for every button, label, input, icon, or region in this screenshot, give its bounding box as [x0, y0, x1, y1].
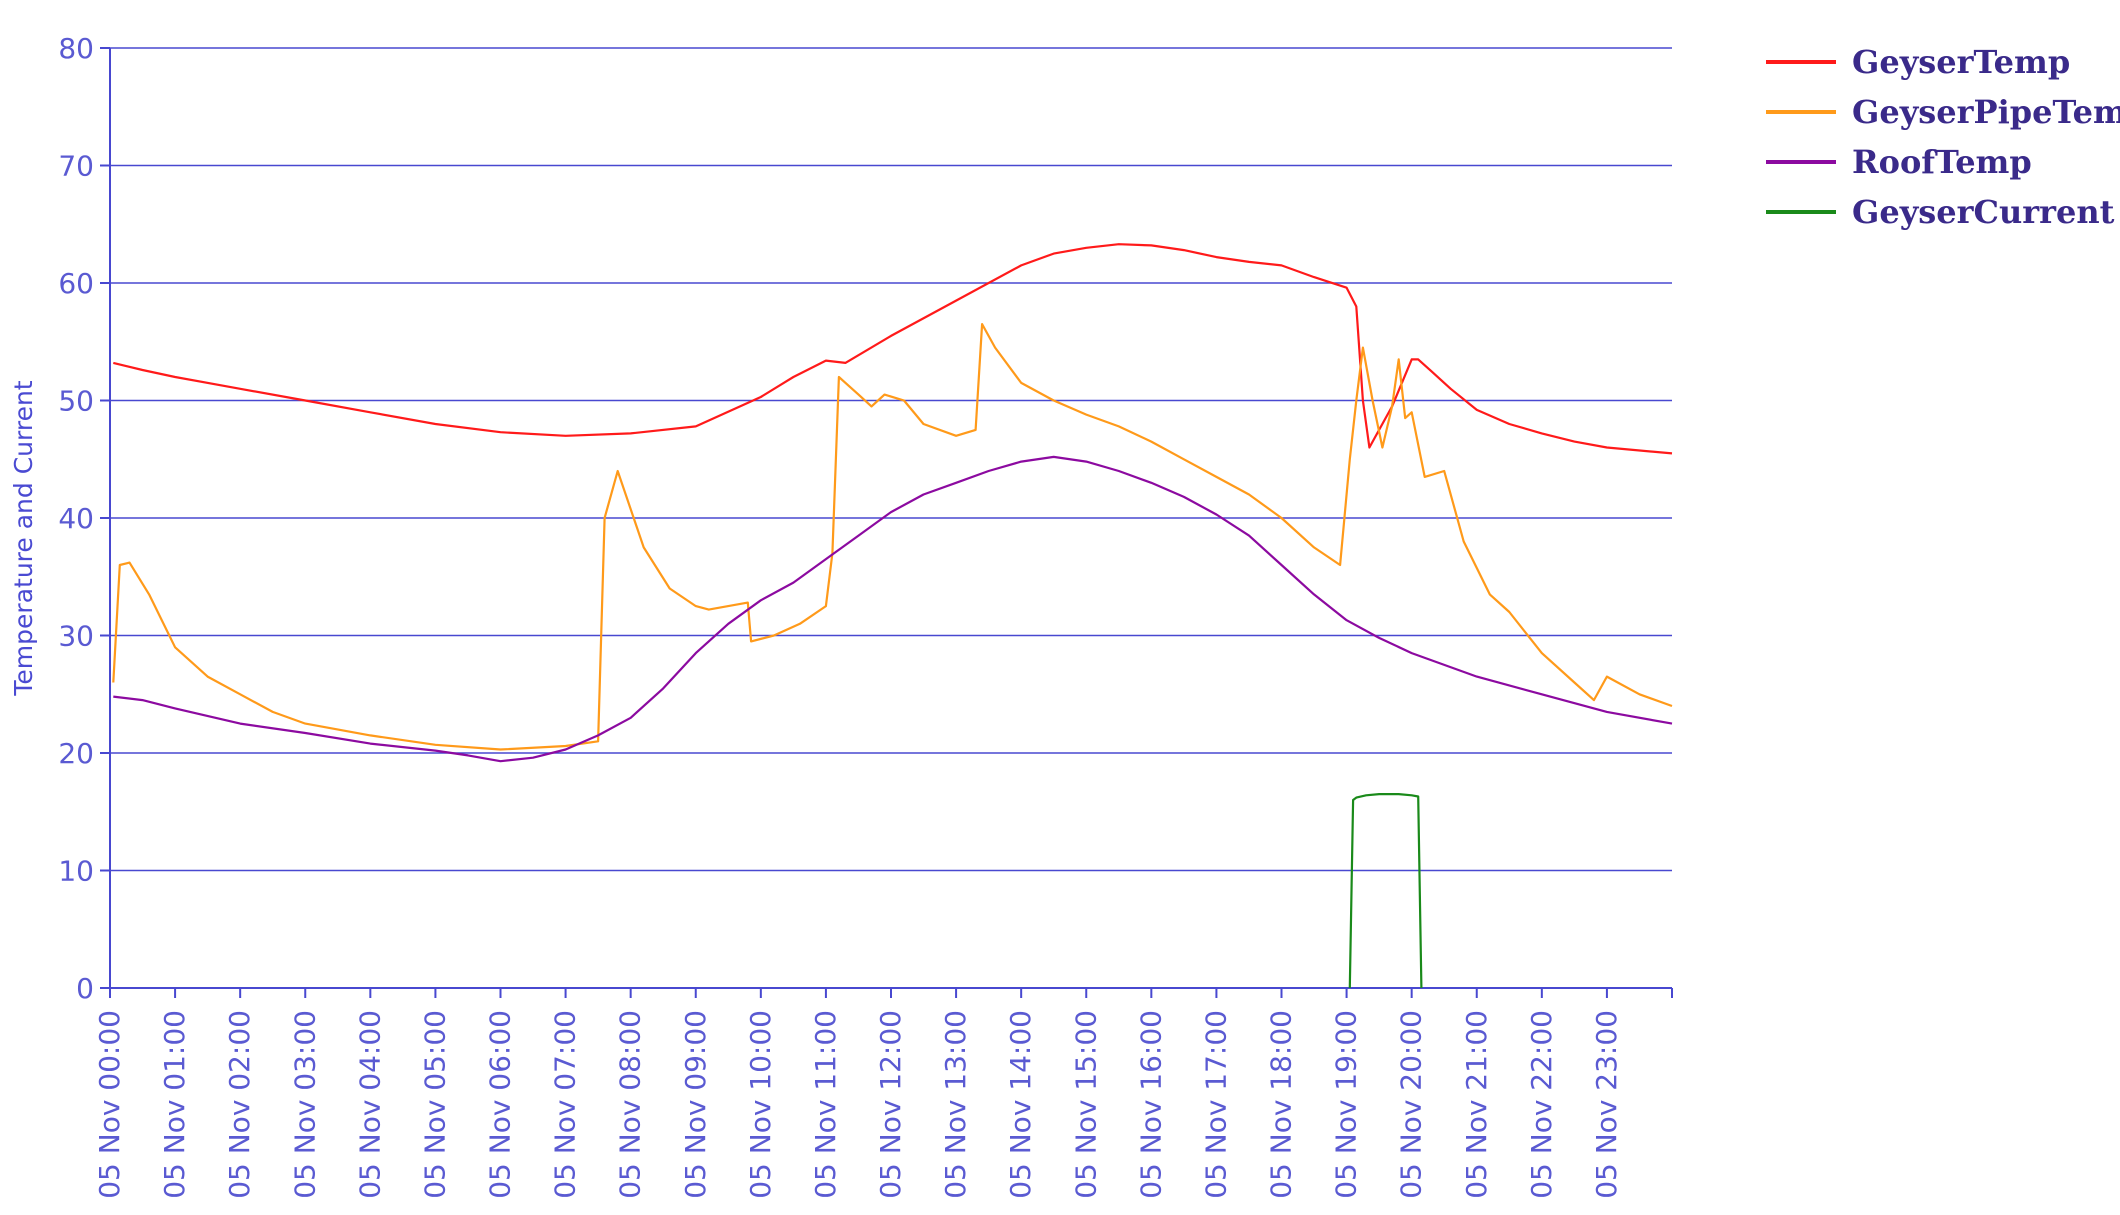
legend: GeyserTemp GeyserPipeTemp RoofTemp GeyserCu… [1766, 43, 2120, 231]
x-tick-label: 05 Nov 13:00 [939, 1010, 972, 1199]
x-tick-label: 05 Nov 04:00 [353, 1010, 386, 1199]
axes [109, 48, 1672, 989]
x-tick-label: 05 Nov 07:00 [549, 1010, 582, 1199]
x-tick-label: 05 Nov 15:00 [1069, 1010, 1102, 1199]
x-tick-label: 05 Nov 14:00 [1004, 1010, 1037, 1199]
x-tick-label: 05 Nov 11:00 [809, 1010, 842, 1199]
x-tick-label: 05 Nov 19:00 [1330, 1010, 1363, 1199]
x-tick-label: 05 Nov 08:00 [614, 1010, 647, 1199]
x-tick-label: 05 Nov 03:00 [288, 1010, 321, 1199]
series-line-geyser-temp [113, 243, 1673, 455]
x-tick-label: 05 Nov 17:00 [1199, 1010, 1232, 1199]
x-tick-label: 05 Nov 21:00 [1460, 1010, 1493, 1199]
y-tick-label: 40 [58, 502, 94, 535]
x-tick-label: 05 Nov 01:00 [158, 1010, 191, 1199]
legend-label-geyser-temp: GeyserTemp [1852, 43, 2070, 81]
x-tick-label: 05 Nov 09:00 [679, 1010, 712, 1199]
x-tick-label: 05 Nov 22:00 [1525, 1010, 1558, 1199]
x-tick-label: 05 Nov 23:00 [1590, 1010, 1623, 1199]
series-line-roof-temp [113, 455, 1673, 763]
x-tick-label: 05 Nov 12:00 [874, 1010, 907, 1199]
y-tick-label: 30 [58, 620, 94, 653]
grid-lines [110, 47, 1672, 872]
y-tick-label: 0 [76, 972, 94, 1005]
x-tick-label: 05 Nov 20:00 [1395, 1010, 1428, 1199]
x-tick-label: 05 Nov 06:00 [484, 1010, 517, 1199]
y-tick-label: 80 [58, 32, 94, 65]
y-tick-label: 70 [58, 150, 94, 183]
series-line-geyser-current [1348, 792, 1423, 989]
legend-label-geyser-current: GeyserCurrent [1852, 193, 2115, 231]
y-tick-label: 20 [58, 737, 94, 770]
series-line-geyser-pipe-temp [112, 323, 1673, 751]
x-axis-ticks: 05 Nov 00:00 05 Nov 01:00 05 Nov 02:00 05 N… [93, 988, 1673, 1199]
y-tick-label: 50 [58, 385, 94, 418]
x-tick-label: 05 Nov 05:00 [418, 1010, 451, 1199]
y-axis-title: Temperature and Current [9, 380, 38, 696]
legend-label-geyser-pipe-temp: GeyserPipeTemp [1852, 93, 2120, 131]
series-lines [112, 243, 1673, 989]
y-axis-ticks: 0 10 20 30 40 50 60 70 80 [58, 32, 110, 1005]
x-tick-label: 05 Nov 10:00 [744, 1010, 777, 1199]
legend-label-roof-temp: RoofTemp [1852, 143, 2032, 181]
x-tick-label: 05 Nov 18:00 [1265, 1010, 1298, 1199]
x-tick-label: 05 Nov 00:00 [93, 1010, 126, 1199]
y-tick-label: 60 [58, 267, 94, 300]
x-tick-label: 05 Nov 02:00 [223, 1010, 256, 1199]
x-tick-label: 05 Nov 16:00 [1134, 1010, 1167, 1199]
y-tick-label: 10 [58, 855, 94, 888]
